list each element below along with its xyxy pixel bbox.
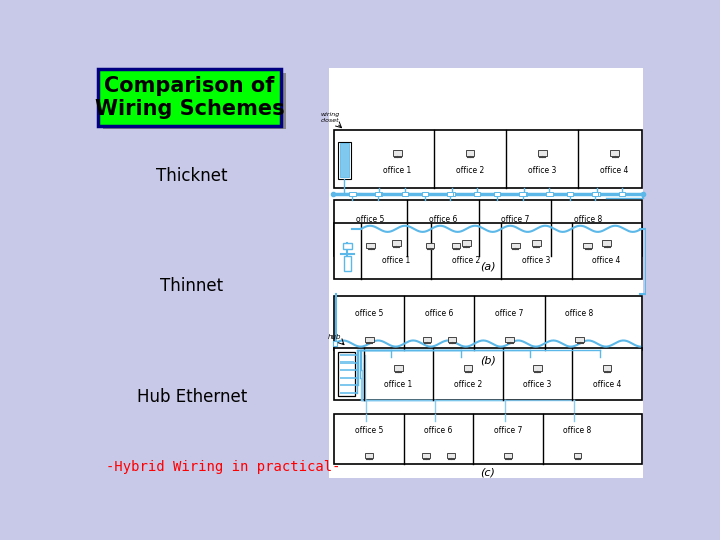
Text: office 5: office 5 xyxy=(356,215,384,224)
Text: office 5: office 5 xyxy=(355,309,384,318)
Bar xyxy=(343,244,352,249)
Bar xyxy=(365,336,374,342)
Bar xyxy=(340,392,354,394)
Bar xyxy=(423,453,430,458)
Text: office 4: office 4 xyxy=(593,256,621,265)
Text: office 1: office 1 xyxy=(384,380,413,389)
Text: office 7: office 7 xyxy=(501,215,529,224)
Bar xyxy=(343,256,351,271)
Bar xyxy=(334,222,642,279)
Bar xyxy=(511,242,520,248)
Bar xyxy=(593,192,600,197)
Bar xyxy=(602,240,611,246)
Bar xyxy=(92,65,330,481)
Bar xyxy=(449,192,455,197)
Text: Hub Ethernet: Hub Ethernet xyxy=(137,388,247,407)
Text: office 6: office 6 xyxy=(426,309,454,318)
Text: -Hybrid Wiring in practical-: -Hybrid Wiring in practical- xyxy=(106,460,340,474)
Bar xyxy=(423,336,431,342)
Bar xyxy=(533,365,541,371)
Bar xyxy=(394,365,402,371)
Bar xyxy=(494,192,500,197)
Bar xyxy=(426,242,434,248)
Text: office 3: office 3 xyxy=(528,166,557,175)
Text: office 4: office 4 xyxy=(593,380,621,389)
Text: Comparison of
Wiring Schemes: Comparison of Wiring Schemes xyxy=(95,76,284,119)
Bar xyxy=(422,192,428,197)
Bar xyxy=(611,150,619,156)
Bar xyxy=(392,240,400,246)
Bar xyxy=(393,150,402,156)
Text: (a): (a) xyxy=(480,262,496,272)
Text: office 3: office 3 xyxy=(522,256,551,265)
Bar xyxy=(618,192,625,197)
Bar xyxy=(334,296,642,350)
Text: Thinnet: Thinnet xyxy=(161,277,223,295)
Bar xyxy=(538,150,546,156)
Bar xyxy=(340,143,349,177)
Bar xyxy=(340,376,354,379)
Text: office 2: office 2 xyxy=(452,256,480,265)
Bar xyxy=(451,242,460,248)
Bar xyxy=(340,361,354,364)
Bar xyxy=(338,352,355,396)
Bar xyxy=(333,341,338,346)
Bar xyxy=(340,384,354,387)
Bar xyxy=(505,336,514,342)
Bar xyxy=(546,192,552,197)
Bar xyxy=(98,70,282,126)
Bar xyxy=(334,200,642,256)
Bar xyxy=(583,242,592,248)
Bar xyxy=(603,365,611,371)
Text: office 4: office 4 xyxy=(600,166,629,175)
Bar xyxy=(575,336,584,342)
Bar xyxy=(462,240,471,246)
Bar xyxy=(574,453,581,458)
Text: office 8: office 8 xyxy=(564,426,592,435)
Bar xyxy=(366,242,375,248)
Text: Thicknet: Thicknet xyxy=(156,167,228,185)
Bar xyxy=(102,72,286,130)
Bar xyxy=(349,192,356,197)
Bar xyxy=(464,365,472,371)
Bar xyxy=(340,354,354,356)
Text: office 1: office 1 xyxy=(383,166,412,175)
Bar xyxy=(447,192,453,197)
Text: office 8: office 8 xyxy=(565,309,594,318)
Text: hub: hub xyxy=(328,334,341,340)
Bar xyxy=(567,192,572,197)
Bar xyxy=(334,130,642,188)
Bar xyxy=(334,414,642,464)
Bar xyxy=(374,192,381,197)
Bar xyxy=(447,453,455,458)
Text: (b): (b) xyxy=(480,356,496,366)
Bar xyxy=(519,192,526,197)
Bar xyxy=(504,453,512,458)
Text: office 2: office 2 xyxy=(456,166,484,175)
Bar xyxy=(466,150,474,156)
Text: office 1: office 1 xyxy=(382,256,410,265)
Text: office 7: office 7 xyxy=(494,426,522,435)
Bar xyxy=(329,68,643,477)
Text: wiring
closet: wiring closet xyxy=(321,112,340,123)
Text: office 6: office 6 xyxy=(428,215,457,224)
Bar xyxy=(340,369,354,372)
Bar xyxy=(402,192,408,197)
Text: (c): (c) xyxy=(480,468,495,477)
Bar xyxy=(532,240,541,246)
Bar xyxy=(521,192,527,197)
Bar xyxy=(334,348,642,400)
Bar xyxy=(365,453,373,458)
Bar xyxy=(338,142,351,179)
Text: office 3: office 3 xyxy=(523,380,552,389)
Bar xyxy=(592,192,598,197)
Text: office 2: office 2 xyxy=(454,380,482,389)
Text: office 5: office 5 xyxy=(355,426,383,435)
Text: office 8: office 8 xyxy=(574,215,602,224)
Bar xyxy=(474,192,480,197)
Text: office 6: office 6 xyxy=(424,426,453,435)
Bar xyxy=(377,192,382,197)
Bar xyxy=(448,336,456,342)
Text: office 7: office 7 xyxy=(495,309,523,318)
